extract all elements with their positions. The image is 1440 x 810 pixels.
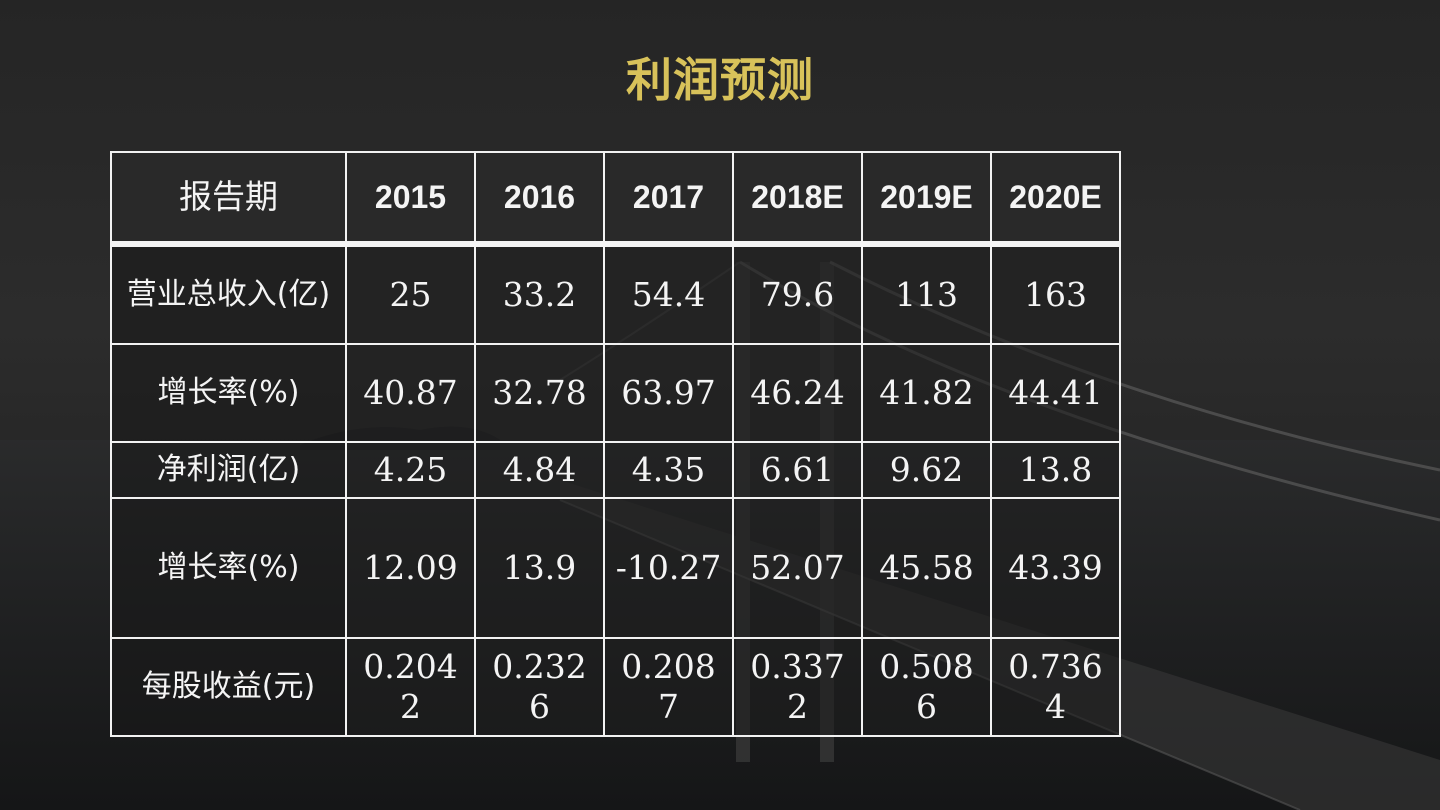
profit-forecast-table: 报告期 2015 2016 2017 2018E 2019E 2020E 营业总… <box>110 151 1121 737</box>
table-cell: 46.24 <box>732 343 863 443</box>
table-row-profit-growth: 增长率(%) 12.09 13.9 -10.27 52.07 45.58 43.… <box>110 497 1121 639</box>
table-cell: 13.9 <box>474 497 605 639</box>
table-cell: 4.84 <box>474 441 605 499</box>
table-cell: 32.78 <box>474 343 605 443</box>
table-cell: 13.8 <box>990 441 1121 499</box>
header-period-label: 报告期 <box>110 151 347 247</box>
row-label: 每股收益(元) <box>110 637 347 737</box>
table-cell: 25 <box>345 243 476 345</box>
table-cell: 44.41 <box>990 343 1121 443</box>
table-cell: -10.27 <box>603 497 734 639</box>
row-label: 净利润(亿) <box>110 441 347 499</box>
table-cell: 0.2087 <box>603 637 734 737</box>
table-cell: 40.87 <box>345 343 476 443</box>
table-cell: 0.2326 <box>474 637 605 737</box>
table-cell: 4.25 <box>345 441 476 499</box>
header-year: 2017 <box>603 151 734 247</box>
table-cell: 4.35 <box>603 441 734 499</box>
header-year: 2019E <box>861 151 992 247</box>
table-cell: 113 <box>861 243 992 345</box>
table-cell: 63.97 <box>603 343 734 443</box>
table-header-row: 报告期 2015 2016 2017 2018E 2019E 2020E <box>110 151 1121 247</box>
header-year: 2020E <box>990 151 1121 247</box>
table-cell: 54.4 <box>603 243 734 345</box>
table-cell: 0.5086 <box>861 637 992 737</box>
table-cell: 163 <box>990 243 1121 345</box>
table-cell: 33.2 <box>474 243 605 345</box>
table-cell: 45.58 <box>861 497 992 639</box>
header-year: 2018E <box>732 151 863 247</box>
slide-title: 利润预测 <box>626 53 814 107</box>
table-cell: 0.3372 <box>732 637 863 737</box>
table-row-revenue-growth: 增长率(%) 40.87 32.78 63.97 46.24 41.82 44.… <box>110 343 1121 443</box>
table-cell: 79.6 <box>732 243 863 345</box>
table-cell: 43.39 <box>990 497 1121 639</box>
table-row-eps: 每股收益(元) 0.2042 0.2326 0.2087 0.3372 0.50… <box>110 637 1121 737</box>
table-cell: 0.7364 <box>990 637 1121 737</box>
table-cell: 9.62 <box>861 441 992 499</box>
row-label: 增长率(%) <box>110 497 347 639</box>
table-row-revenue: 营业总收入(亿) 25 33.2 54.4 79.6 113 163 <box>110 243 1121 345</box>
header-year: 2015 <box>345 151 476 247</box>
header-year: 2016 <box>474 151 605 247</box>
table-row-net-profit: 净利润(亿) 4.25 4.84 4.35 6.61 9.62 13.8 <box>110 441 1121 499</box>
table-cell: 6.61 <box>732 441 863 499</box>
table-cell: 0.2042 <box>345 637 476 737</box>
table-cell: 41.82 <box>861 343 992 443</box>
table-cell: 12.09 <box>345 497 476 639</box>
row-label: 营业总收入(亿) <box>110 243 347 345</box>
table-cell: 52.07 <box>732 497 863 639</box>
row-label: 增长率(%) <box>110 343 347 443</box>
